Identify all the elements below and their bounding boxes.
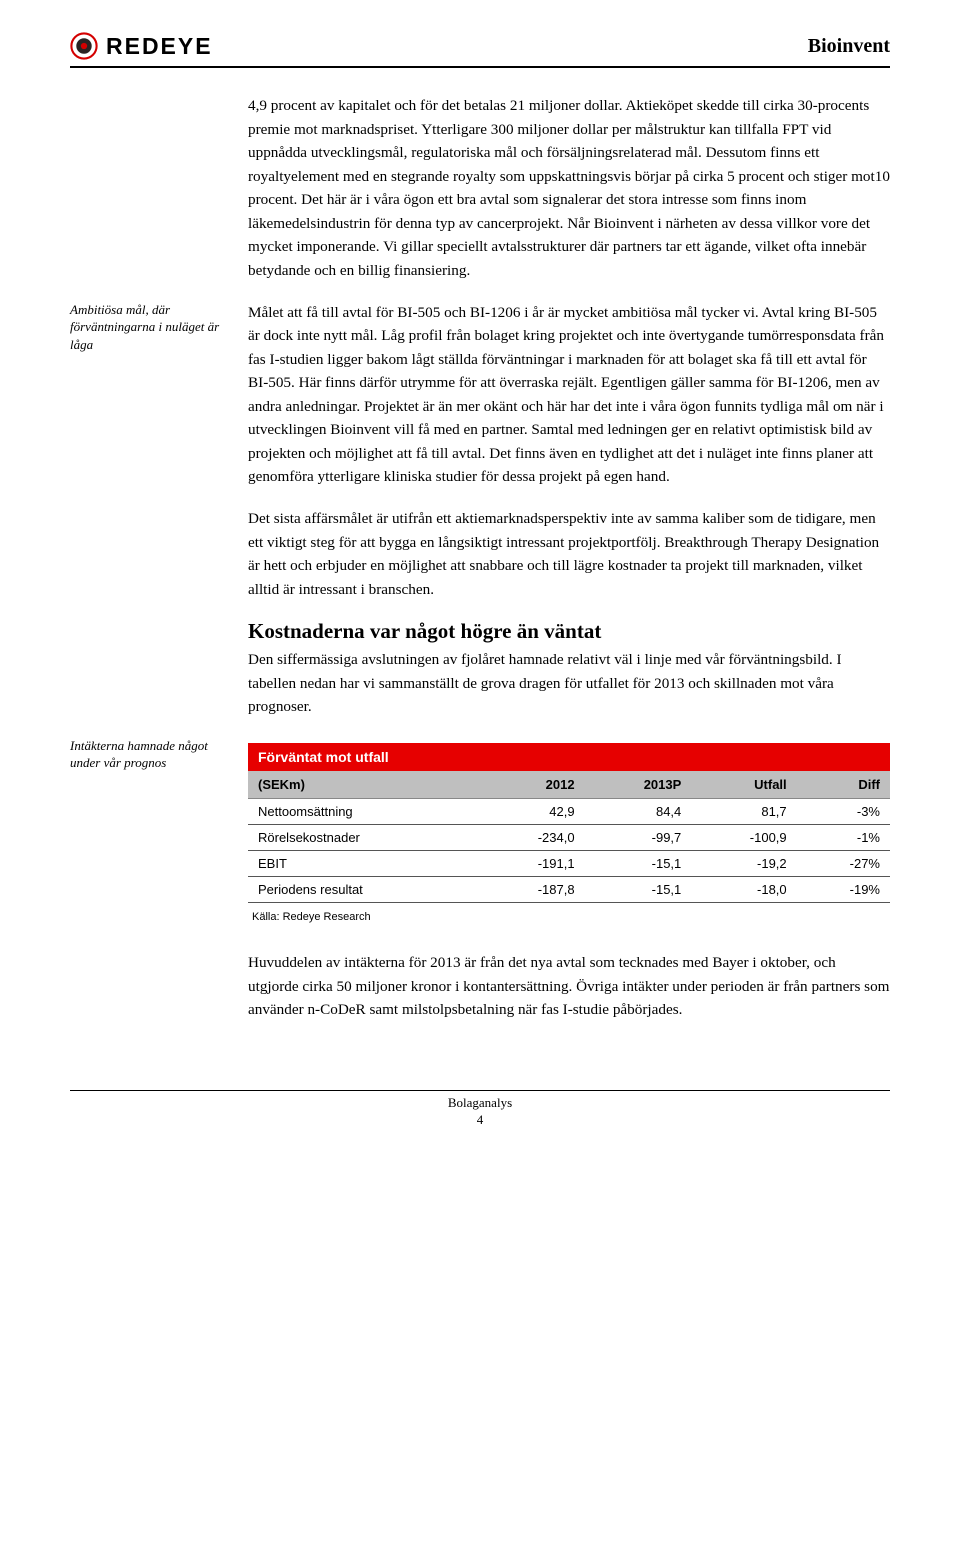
- margin-note: Ambitiösa mål, där förväntningarna i nul…: [70, 301, 230, 354]
- table-header-cell: Utfall: [691, 771, 796, 799]
- table-header-row: (SEKm) 2012 2013P Utfall Diff: [248, 771, 890, 799]
- logo-text: REDEYE: [106, 33, 213, 60]
- table-cell: Periodens resultat: [248, 876, 479, 902]
- table-cell: -15,1: [585, 850, 692, 876]
- page-header: REDEYE Bioinvent: [70, 32, 890, 66]
- section-heading: Kostnaderna var något högre än väntat: [248, 619, 890, 644]
- table-header-cell: Diff: [797, 771, 890, 799]
- table-cell: 81,7: [691, 798, 796, 824]
- footer-page-number: 4: [477, 1112, 484, 1127]
- table-row: Nettoomsättning42,984,481,7-3%: [248, 798, 890, 824]
- table-source: Källa: Redeye Research: [248, 903, 890, 927]
- page-footer: Bolaganalys 4: [70, 1090, 890, 1129]
- body-paragraph: Den siffermässiga avslutningen av fjolår…: [248, 648, 890, 719]
- table-cell: -3%: [797, 798, 890, 824]
- table-cell: -234,0: [479, 824, 584, 850]
- table-row: Rörelsekostnader-234,0-99,7-100,9-1%: [248, 824, 890, 850]
- table-cell: 42,9: [479, 798, 584, 824]
- forecast-table: Förväntat mot utfall (SEKm) 2012 2013P U…: [248, 743, 890, 927]
- table-cell: -15,1: [585, 876, 692, 902]
- table-title: Förväntat mot utfall: [248, 743, 890, 771]
- body-paragraph: 4,9 procent av kapitalet och för det bet…: [248, 94, 890, 283]
- table-cell: -19%: [797, 876, 890, 902]
- logo: REDEYE: [70, 32, 213, 60]
- table-cell: EBIT: [248, 850, 479, 876]
- table-cell: Rörelsekostnader: [248, 824, 479, 850]
- table-cell: -191,1: [479, 850, 584, 876]
- redeye-logo-icon: [70, 32, 98, 60]
- table-row: EBIT-191,1-15,1-19,2-27%: [248, 850, 890, 876]
- table-cell: -1%: [797, 824, 890, 850]
- table-header-cell: 2012: [479, 771, 584, 799]
- header-divider: [70, 66, 890, 68]
- table-cell: -18,0: [691, 876, 796, 902]
- table-cell: -100,9: [691, 824, 796, 850]
- body-paragraph: Målet att få till avtal för BI-505 och B…: [248, 301, 890, 490]
- body-paragraph: Det sista affärsmålet är utifrån ett akt…: [248, 507, 890, 601]
- table-cell: Nettoomsättning: [248, 798, 479, 824]
- table-cell: -187,8: [479, 876, 584, 902]
- table-cell: -99,7: [585, 824, 692, 850]
- table-cell: -27%: [797, 850, 890, 876]
- table-cell: -19,2: [691, 850, 796, 876]
- table-header-cell: 2013P: [585, 771, 692, 799]
- footer-label: Bolaganalys: [448, 1095, 512, 1110]
- table-row: Periodens resultat-187,8-15,1-18,0-19%: [248, 876, 890, 902]
- table-header-cell: (SEKm): [248, 771, 479, 799]
- margin-note: Intäkterna hamnade något under vår progn…: [70, 737, 230, 772]
- body-paragraph: Huvuddelen av intäkterna för 2013 är frå…: [248, 951, 890, 1022]
- table-cell: 84,4: [585, 798, 692, 824]
- footer-divider: [70, 1090, 890, 1091]
- company-name: Bioinvent: [808, 35, 890, 58]
